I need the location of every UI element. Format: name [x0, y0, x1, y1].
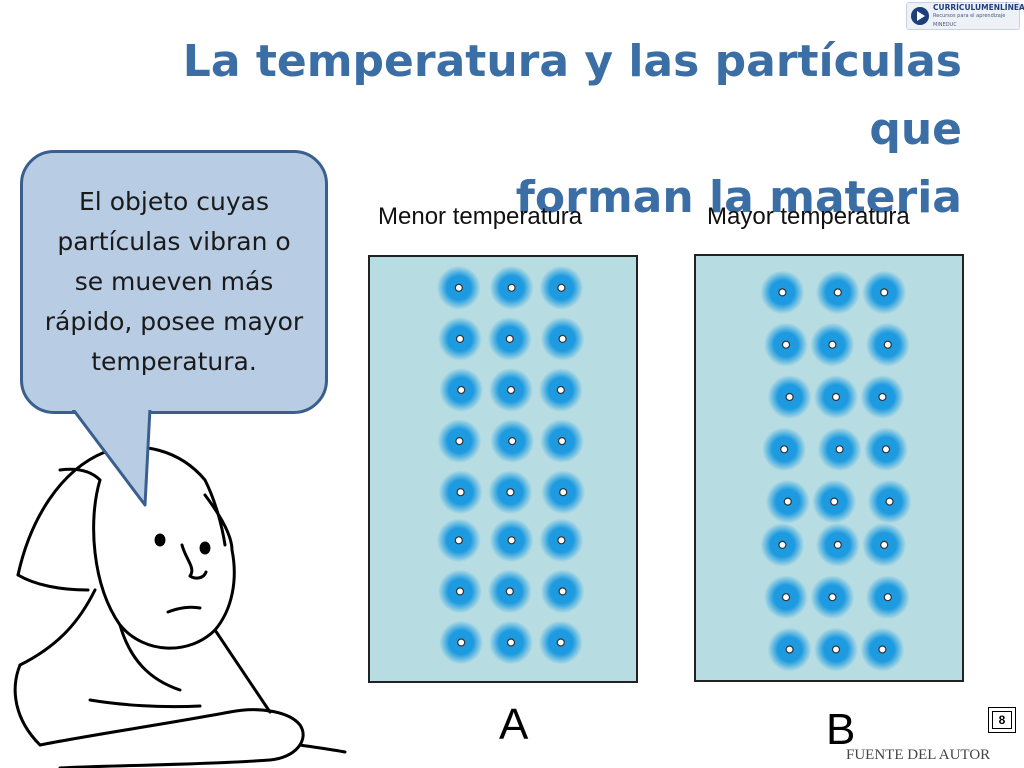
particle — [810, 322, 855, 367]
particle — [865, 322, 910, 367]
speech-bubble: El objeto cuyas partículas vibran o se m… — [20, 150, 328, 414]
particle — [541, 470, 586, 515]
panel-a-letter: A — [499, 700, 529, 749]
title-line-1: La temperatura y las partículas que — [182, 36, 962, 155]
particle — [814, 375, 858, 419]
particle — [812, 479, 857, 524]
slide-title: La temperatura y las partículas que form… — [102, 28, 962, 232]
particle — [487, 316, 532, 361]
particle — [862, 270, 907, 315]
particle — [864, 427, 908, 472]
particle — [439, 368, 484, 412]
particle — [767, 627, 812, 672]
particle — [810, 575, 855, 620]
particle — [438, 569, 482, 614]
page-number-text: 8 — [998, 713, 1006, 727]
particle — [490, 419, 535, 464]
particle — [762, 427, 807, 472]
particles-b — [760, 270, 912, 672]
speech-bubble-text: El objeto cuyas partículas vibran o se m… — [44, 187, 304, 376]
particles-a — [436, 265, 586, 665]
logo-name: CURRÍCULUMENLÍNEA — [933, 2, 1024, 12]
particle — [438, 470, 483, 515]
particle — [539, 265, 584, 310]
particle — [487, 569, 532, 614]
particle — [540, 569, 585, 614]
thinking-person-illustration — [13, 445, 347, 768]
particle — [767, 375, 812, 419]
panel-a-heading: Menor temperatura — [378, 203, 583, 230]
particle — [489, 265, 534, 310]
particle — [815, 270, 860, 315]
particle — [489, 518, 534, 563]
logo-tagline: Recursos para el aprendizaje MINEDUC — [933, 12, 1006, 28]
particle — [488, 470, 533, 515]
curriculum-logo[interactable]: CURRÍCULUMENLÍNEA Recursos para el apren… — [906, 2, 1024, 30]
particle — [438, 316, 482, 361]
particle — [815, 522, 860, 567]
particle — [764, 575, 808, 620]
particle — [540, 419, 584, 464]
particle — [760, 270, 805, 315]
particle — [539, 518, 584, 563]
particle — [814, 627, 858, 672]
particle — [436, 518, 481, 563]
title-line-2: forman la materia — [515, 172, 962, 223]
particle — [867, 479, 912, 524]
particle — [860, 375, 905, 419]
panel-b-heading: Mayor temperatura — [707, 203, 910, 230]
particle — [862, 522, 907, 567]
page-number: 8 — [988, 707, 1016, 733]
particle — [538, 368, 583, 412]
particle — [760, 522, 805, 567]
particle — [817, 427, 862, 472]
particle — [439, 620, 484, 665]
particle — [437, 419, 482, 464]
panel-b-letter: B — [826, 705, 856, 754]
particle-box-a — [368, 255, 638, 683]
particle — [765, 479, 810, 524]
source-credit: FUENTE DEL AUTOR — [846, 747, 991, 763]
particle — [764, 322, 808, 367]
particle — [489, 368, 533, 412]
particle — [860, 627, 905, 672]
particle — [489, 620, 533, 665]
particle — [540, 316, 585, 361]
particle-box-b — [694, 254, 964, 682]
particle — [436, 265, 481, 310]
curriculum-logo-icon — [911, 7, 929, 25]
particle — [538, 620, 583, 665]
particle — [865, 575, 910, 620]
